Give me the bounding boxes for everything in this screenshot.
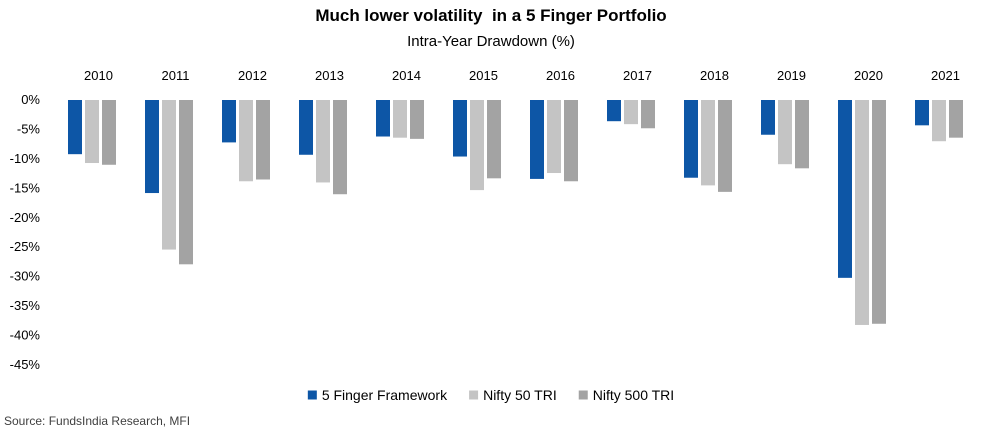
y-tick-label: -45%	[10, 357, 41, 372]
x-tick-label: 2018	[700, 68, 729, 83]
chart-title: Much lower volatility in a 5 Finger Port…	[315, 6, 666, 25]
y-tick-label: 0%	[21, 92, 40, 107]
y-tick-label: -10%	[10, 151, 41, 166]
bar	[872, 100, 886, 324]
bar	[299, 100, 313, 155]
legend-label: 5 Finger Framework	[322, 387, 448, 403]
y-tick-label: -5%	[17, 121, 41, 136]
bar	[333, 100, 347, 195]
y-tick-label: -20%	[10, 210, 41, 225]
y-axis-tick-labels: 0% -5% -10% -15% -20% -25% -30% -35% -40% -45%	[10, 92, 41, 372]
bar	[102, 100, 116, 165]
bar	[410, 100, 424, 139]
y-tick-label: -25%	[10, 239, 41, 254]
bar	[795, 100, 809, 169]
bar	[68, 100, 82, 155]
bar	[162, 100, 176, 250]
bar	[564, 100, 578, 182]
x-tick-label: 2011	[162, 68, 190, 83]
legend-label: Nifty 50 TRI	[483, 387, 557, 403]
legend: 5 Finger Framework Nifty 50 TRI Nifty 500 …	[307, 387, 674, 403]
legend-swatch	[307, 390, 317, 400]
x-tick-label: 2021	[931, 68, 960, 83]
legend-swatch	[578, 390, 588, 400]
bar	[256, 100, 270, 180]
bar	[915, 100, 929, 126]
bar	[453, 100, 467, 157]
bar	[179, 100, 193, 265]
x-tick-label: 2019	[777, 68, 806, 83]
x-axis-year-labels: 2010 2011 2012 2013 2014 2015 2016 2017 2018 2019…	[84, 68, 960, 83]
bar	[778, 100, 792, 165]
bar	[855, 100, 869, 325]
y-tick-label: -35%	[10, 298, 41, 313]
bar	[393, 100, 407, 138]
legend-swatch	[469, 390, 479, 400]
bar	[85, 100, 99, 164]
bar	[932, 100, 946, 142]
x-tick-label: 2017	[623, 68, 652, 83]
y-tick-label: -30%	[10, 269, 41, 284]
bar	[376, 100, 390, 137]
x-tick-label: 2015	[469, 68, 498, 83]
bar	[684, 100, 698, 178]
bar	[838, 100, 852, 278]
bar	[641, 100, 655, 129]
bar	[949, 100, 963, 138]
source-note: Source: FundsIndia Research, MFI	[4, 414, 190, 428]
x-tick-label: 2016	[546, 68, 575, 83]
x-tick-label: 2013	[315, 68, 344, 83]
bar	[470, 100, 484, 191]
legend-label: Nifty 500 TRI	[593, 387, 674, 403]
x-tick-label: 2014	[392, 68, 421, 83]
bar-series-group	[68, 100, 963, 325]
bar	[761, 100, 775, 135]
x-tick-label: 2012	[238, 68, 267, 83]
y-tick-label: -15%	[10, 180, 41, 195]
bar	[239, 100, 253, 182]
bar	[145, 100, 159, 194]
x-tick-label: 2020	[854, 68, 883, 83]
bar	[607, 100, 621, 122]
bar	[222, 100, 236, 143]
x-tick-label: 2010	[84, 68, 113, 83]
bar	[316, 100, 330, 183]
bar	[487, 100, 501, 179]
bar	[624, 100, 638, 125]
y-tick-label: -40%	[10, 328, 41, 343]
bar	[547, 100, 561, 174]
bar	[718, 100, 732, 192]
chart-subtitle: Intra-Year Drawdown (%)	[407, 33, 575, 50]
bar	[701, 100, 715, 186]
bar	[530, 100, 544, 179]
